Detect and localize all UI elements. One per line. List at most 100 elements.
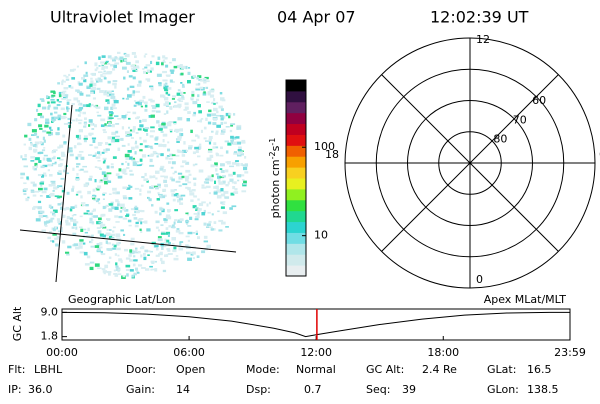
speckle [213, 191, 218, 195]
speckle [203, 181, 206, 184]
speckle [121, 169, 126, 173]
speckle [110, 233, 116, 237]
speckle [170, 71, 174, 74]
speckle [47, 160, 52, 162]
speckle [60, 227, 63, 231]
speckle [35, 157, 40, 161]
speckle [141, 176, 145, 179]
speckle [177, 103, 182, 108]
speckle [222, 201, 226, 203]
speckle [129, 251, 135, 255]
speckle [215, 146, 219, 149]
speckle [79, 92, 84, 96]
speckle [220, 201, 224, 205]
speckle [125, 134, 130, 137]
speckle [54, 238, 57, 240]
speckle [161, 64, 164, 67]
speckle [206, 157, 212, 161]
speckle [212, 146, 216, 149]
speckle [242, 183, 247, 187]
speckle [195, 83, 200, 86]
speckle [66, 253, 70, 256]
speckle [171, 237, 177, 241]
speckle [167, 249, 171, 252]
speckle [53, 91, 56, 95]
speckle [174, 219, 178, 222]
speckle [94, 179, 97, 183]
speckle [45, 120, 50, 122]
speckle [176, 194, 180, 199]
speckle [130, 64, 135, 68]
speckle [184, 102, 189, 106]
speckle [228, 173, 233, 177]
colorbar-tick-label: 10 [314, 229, 328, 242]
speckle [160, 153, 164, 157]
speckle [103, 70, 106, 73]
speckle [113, 100, 119, 104]
speckle [23, 188, 28, 191]
speckle [42, 164, 48, 168]
speckle [123, 233, 126, 236]
color-step [286, 112, 306, 125]
speckle [199, 119, 203, 123]
speckle [61, 240, 66, 244]
speckle [151, 268, 157, 271]
speckle [154, 143, 159, 145]
speckle [182, 83, 185, 87]
color-step [286, 101, 306, 114]
speckle [234, 136, 240, 139]
speckle [73, 145, 77, 149]
speckle [198, 110, 202, 114]
speckle [130, 137, 134, 139]
speckle [233, 191, 239, 194]
speckle [150, 67, 154, 71]
speckle [143, 178, 149, 182]
speckle [39, 195, 43, 197]
speckle [158, 143, 163, 147]
speckle [97, 77, 102, 81]
speckle [164, 88, 169, 92]
speckle [241, 139, 246, 143]
speckle [222, 175, 227, 178]
info-label: Flt: [8, 363, 25, 376]
speckle [102, 72, 107, 75]
speckle [30, 160, 35, 162]
speckle [238, 151, 243, 154]
y-tick-label: 1.8 [41, 330, 59, 343]
speckle [173, 121, 177, 124]
speckle [50, 101, 56, 104]
speckle [101, 151, 105, 154]
speckle [23, 165, 29, 168]
speckle [171, 224, 175, 227]
speckle [179, 218, 184, 222]
speckle [214, 180, 217, 185]
speckle [149, 164, 155, 167]
speckle [215, 132, 219, 135]
speckle [117, 51, 121, 54]
speckle [216, 110, 219, 114]
speckle [51, 162, 57, 165]
speckle [101, 268, 106, 271]
colorbar-label: photon cm-2s-1 [268, 138, 283, 219]
speckle [103, 77, 107, 80]
speckle [165, 105, 169, 107]
speckle [198, 169, 204, 173]
speckle [185, 186, 189, 189]
speckle [203, 81, 207, 84]
speckle [94, 146, 99, 149]
speckle [89, 266, 94, 271]
speckle [189, 190, 193, 193]
speckle [106, 172, 112, 175]
speckle [230, 139, 235, 142]
speckle [100, 74, 103, 77]
speckle [43, 221, 49, 224]
speckle [47, 163, 52, 167]
speckle [197, 104, 201, 108]
speckle [78, 119, 83, 122]
speckle [172, 249, 177, 253]
speckle [167, 148, 171, 152]
speckle [105, 99, 110, 102]
speckle [187, 181, 192, 184]
speckle [69, 208, 73, 212]
speckle [156, 155, 159, 158]
